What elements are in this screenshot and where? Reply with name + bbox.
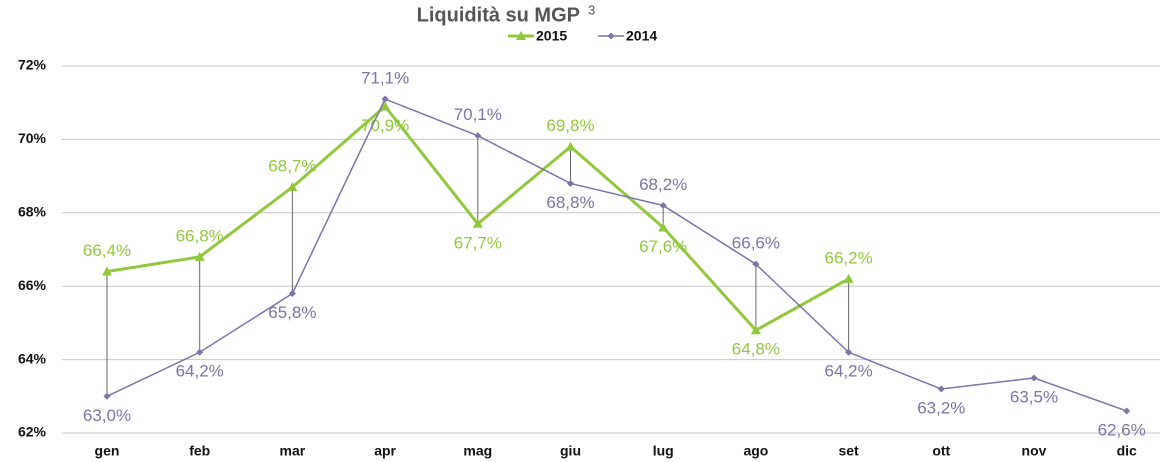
data-label: 71,1% — [361, 69, 409, 88]
data-label: 68,7% — [268, 157, 316, 176]
data-label: 63,0% — [83, 406, 131, 425]
data-label: 63,5% — [1010, 387, 1058, 406]
marker — [937, 385, 945, 393]
data-label: 69,8% — [546, 116, 594, 135]
data-label: 62,6% — [1098, 420, 1146, 439]
data-label: 64,2% — [176, 362, 224, 381]
marker — [750, 325, 761, 335]
marker — [288, 290, 296, 298]
marker — [194, 251, 205, 261]
x-tick-label: giu — [560, 443, 581, 459]
x-tick-label: nov — [1022, 443, 1047, 459]
data-label: 70,1% — [454, 105, 502, 124]
marker — [102, 266, 112, 276]
y-tick-label: 70% — [18, 130, 47, 146]
marker — [381, 95, 389, 103]
data-label: 70,9% — [361, 116, 409, 135]
x-tick-label: ago — [743, 443, 768, 459]
x-tick-label: mag — [463, 443, 492, 459]
data-label: 63,2% — [917, 398, 965, 417]
data-label: 66,6% — [732, 234, 780, 253]
data-label: 66,2% — [824, 248, 872, 267]
marker — [659, 201, 667, 209]
data-label: 68,8% — [546, 193, 594, 212]
data-label: 64,2% — [824, 362, 872, 381]
marker — [567, 179, 574, 187]
chart-title: Liquidità su MGP — [417, 4, 580, 26]
legend-marker — [516, 31, 526, 40]
marker — [287, 182, 298, 192]
x-tick-label: gen — [95, 443, 120, 459]
series-line — [106, 98, 1127, 412]
marker — [565, 141, 576, 151]
y-tick-label: 68% — [18, 204, 47, 220]
marker — [103, 392, 111, 400]
marker — [845, 348, 853, 356]
marker — [843, 273, 854, 283]
x-tick-label: ott — [932, 443, 950, 459]
marker — [474, 132, 482, 140]
legend-marker — [607, 32, 615, 40]
data-label: 66,8% — [176, 226, 224, 245]
data-label: 68,2% — [639, 175, 687, 194]
y-tick-label: 72% — [18, 57, 47, 73]
y-tick-label: 62% — [18, 424, 47, 440]
data-label: 64,8% — [732, 340, 780, 359]
legend-label: 2015 — [536, 28, 567, 44]
marker — [1123, 407, 1131, 415]
y-tick-label: 64% — [18, 350, 47, 366]
x-tick-label: mar — [280, 443, 306, 459]
marker — [658, 222, 669, 232]
data-label: 65,8% — [268, 303, 316, 322]
data-label: 67,7% — [454, 233, 502, 252]
legend-label: 2014 — [626, 28, 657, 44]
marker — [196, 348, 204, 356]
marker — [1030, 374, 1038, 382]
y-tick-label: 66% — [18, 277, 47, 293]
x-tick-label: lug — [653, 443, 674, 459]
marker — [752, 260, 760, 268]
x-tick-label: apr — [374, 443, 396, 459]
data-label: 67,6% — [639, 237, 687, 256]
marker — [380, 101, 391, 111]
x-tick-label: feb — [189, 443, 210, 459]
marker — [472, 218, 483, 228]
x-tick-label: set — [838, 443, 859, 459]
title-note: 3 — [588, 2, 595, 17]
data-label: 66,4% — [83, 241, 131, 260]
x-tick-label: dic — [1117, 443, 1137, 459]
